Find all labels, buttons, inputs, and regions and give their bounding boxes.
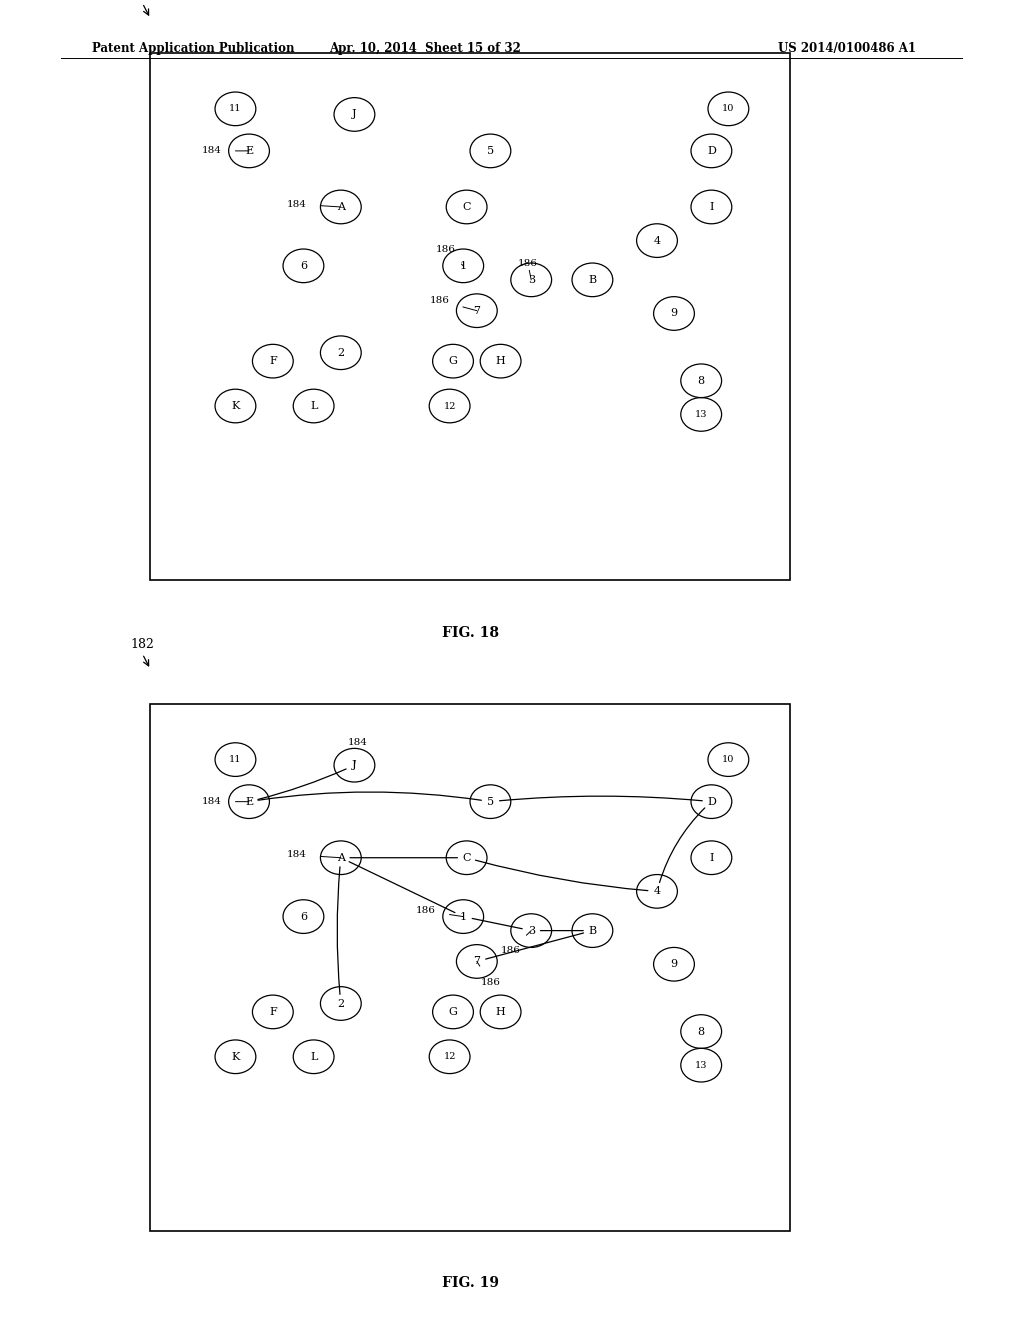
Text: 13: 13 (695, 1061, 708, 1069)
Text: 184: 184 (287, 199, 341, 209)
Text: 7: 7 (473, 306, 480, 315)
Text: 9: 9 (671, 309, 678, 318)
Text: 12: 12 (443, 1052, 456, 1061)
Text: 8: 8 (697, 376, 705, 385)
Text: 184: 184 (202, 797, 249, 807)
Text: FIG. 18: FIG. 18 (441, 626, 499, 640)
Text: I: I (710, 853, 714, 863)
Text: A: A (337, 202, 345, 213)
Text: US 2014/0100486 A1: US 2014/0100486 A1 (778, 42, 916, 55)
Text: 186: 186 (477, 961, 501, 987)
Text: J: J (352, 110, 356, 119)
Text: 1: 1 (460, 912, 467, 921)
Text: 3: 3 (527, 275, 535, 285)
Text: K: K (231, 401, 240, 411)
Text: 8: 8 (697, 1027, 705, 1036)
Text: C: C (463, 853, 471, 863)
Text: E: E (245, 147, 253, 156)
Text: B: B (589, 925, 596, 936)
Text: 2: 2 (337, 998, 344, 1008)
Text: 186: 186 (518, 259, 538, 280)
Text: 4: 4 (653, 235, 660, 246)
Text: G: G (449, 356, 458, 366)
Text: 3: 3 (527, 925, 535, 936)
Text: 12: 12 (443, 401, 456, 411)
Text: 184: 184 (202, 147, 249, 156)
Text: 5: 5 (486, 147, 494, 156)
Text: H: H (496, 1007, 506, 1016)
Text: 186: 186 (436, 244, 463, 265)
Text: Apr. 10, 2014  Sheet 15 of 32: Apr. 10, 2014 Sheet 15 of 32 (329, 42, 521, 55)
Text: 10: 10 (722, 755, 734, 764)
Text: 6: 6 (300, 261, 307, 271)
Text: 2: 2 (337, 347, 344, 358)
Text: J: J (352, 760, 356, 770)
Text: F: F (269, 356, 276, 366)
Text: FIG. 19: FIG. 19 (441, 1276, 499, 1291)
Text: I: I (710, 202, 714, 213)
Text: H: H (496, 356, 506, 366)
Text: 186: 186 (416, 907, 463, 916)
Text: 184: 184 (287, 850, 341, 859)
Text: 186: 186 (501, 931, 531, 954)
Text: 6: 6 (300, 912, 307, 921)
Text: L: L (310, 1052, 317, 1061)
Text: 186: 186 (429, 296, 477, 310)
Text: 5: 5 (486, 797, 494, 807)
Text: D: D (707, 147, 716, 156)
Text: E: E (245, 797, 253, 807)
Text: F: F (269, 1007, 276, 1016)
Text: 182: 182 (130, 638, 154, 651)
Text: K: K (231, 1052, 240, 1061)
Text: D: D (707, 797, 716, 807)
Text: 13: 13 (695, 411, 708, 418)
Text: 4: 4 (653, 886, 660, 896)
Text: C: C (463, 202, 471, 213)
Text: 10: 10 (722, 104, 734, 114)
Text: 9: 9 (671, 960, 678, 969)
Text: G: G (449, 1007, 458, 1016)
Text: 1: 1 (460, 261, 467, 271)
Text: 11: 11 (229, 755, 242, 764)
Text: A: A (337, 853, 345, 863)
Text: 184: 184 (348, 738, 368, 766)
Text: Patent Application Publication: Patent Application Publication (92, 42, 295, 55)
Text: 7: 7 (473, 957, 480, 966)
Text: B: B (589, 275, 596, 285)
Text: L: L (310, 401, 317, 411)
Text: 11: 11 (229, 104, 242, 114)
